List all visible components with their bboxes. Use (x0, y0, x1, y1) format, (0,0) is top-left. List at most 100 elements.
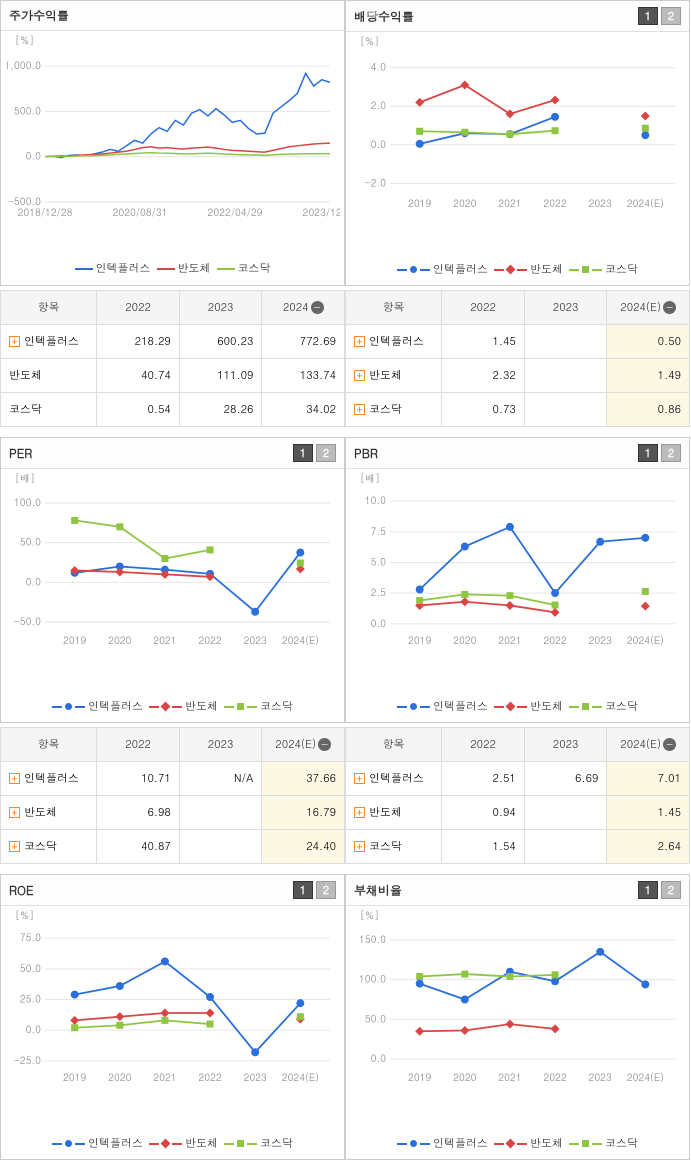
expand-icon[interactable]: + (354, 370, 365, 381)
tab-buttons: 12 (293, 881, 336, 899)
table-cell: 600.23 (179, 325, 262, 359)
legend-item: 반도체 (149, 1136, 218, 1151)
legend-item: 반도체 (494, 262, 563, 277)
table-cell: 1.54 (442, 830, 525, 864)
tab-button-2[interactable]: 2 (661, 444, 681, 462)
data-table-pbr: 항목202220232024(E)−+인텍플러스2.516.697.01+반도체… (345, 727, 690, 864)
expand-icon[interactable]: + (9, 773, 20, 784)
expand-icon[interactable]: + (9, 336, 20, 347)
svg-text:100.0: 100.0 (14, 495, 41, 509)
table-header-item: 항목 (346, 291, 442, 325)
svg-text:2023/12/28: 2023/12/28 (303, 205, 340, 219)
svg-text:2.0: 2.0 (371, 98, 387, 112)
table-cell: 16.79 (262, 796, 345, 830)
panel-header: ROE 12 (1, 875, 344, 906)
legend-label: 인텍플러스 (433, 262, 488, 277)
chart-panel-pbr: PBR12[배]0.02.55.07.510.02019202020212022… (345, 437, 690, 723)
table-cell: 111.09 (179, 359, 262, 393)
expand-icon[interactable]: + (354, 336, 365, 347)
svg-text:2021: 2021 (498, 196, 521, 210)
table-row: +인텍플러스1.450.50 (346, 325, 690, 359)
table-cell: 772.69 (262, 325, 345, 359)
legend-label: 코스닥 (605, 1136, 638, 1151)
table-header-col: 2022 (97, 291, 180, 325)
tab-button-1[interactable]: 1 (293, 444, 313, 462)
svg-text:0.0: 0.0 (371, 137, 387, 151)
collapse-icon[interactable]: − (318, 738, 331, 751)
panel-header: 배당수익률12 (346, 1, 689, 32)
svg-text:2019: 2019 (408, 1070, 431, 1084)
collapse-icon[interactable]: − (311, 301, 324, 314)
table-cell (524, 796, 607, 830)
panel-header: PER12 (1, 438, 344, 469)
table-cell (179, 796, 262, 830)
table-cell: 28.26 (179, 393, 262, 427)
row-label: +반도체 (1, 796, 97, 830)
svg-text:10.0: 10.0 (365, 493, 386, 507)
legend-item: 반도체 (494, 699, 563, 714)
tab-button-2[interactable]: 2 (316, 881, 336, 899)
svg-text:1,000.0: 1,000.0 (7, 58, 41, 72)
tab-button-2[interactable]: 2 (661, 7, 681, 25)
table-cell: 0.94 (442, 796, 525, 830)
legend-label: 인텍플러스 (88, 1136, 143, 1151)
collapse-icon[interactable]: − (663, 738, 676, 751)
expand-icon[interactable]: + (9, 807, 20, 818)
table-row: +코스닥1.542.64 (346, 830, 690, 864)
panel-header: 주가수익률 (1, 1, 344, 31)
svg-text:2023: 2023 (244, 1070, 267, 1084)
svg-text:2022: 2022 (543, 196, 566, 210)
panel-title: ROE (9, 882, 34, 899)
row-label: +인텍플러스 (1, 325, 97, 359)
table-cell: 133.74 (262, 359, 345, 393)
legend-item: 인텍플러스 (397, 1136, 488, 1151)
legend-label: 인텍플러스 (96, 261, 151, 276)
table-cell: 6.98 (97, 796, 180, 830)
table-cell: 40.74 (97, 359, 180, 393)
tab-button-2[interactable]: 2 (316, 444, 336, 462)
legend-label: 코스닥 (260, 699, 293, 714)
svg-text:2018/12/28: 2018/12/28 (18, 205, 73, 219)
tab-button-2[interactable]: 2 (661, 881, 681, 899)
table-header-col: 2024(E)− (607, 291, 690, 325)
expand-icon[interactable]: + (354, 807, 365, 818)
expand-icon[interactable]: + (354, 841, 365, 852)
tab-buttons: 12 (638, 7, 681, 25)
table-cell (179, 830, 262, 864)
expand-icon[interactable]: + (354, 773, 365, 784)
table-cell: 6.69 (524, 762, 607, 796)
legend-item: 인텍플러스 (75, 261, 151, 276)
svg-text:2020: 2020 (453, 196, 476, 210)
expand-icon[interactable]: + (354, 404, 365, 415)
table-cell: 10.71 (97, 762, 180, 796)
table-row: +코스닥40.8724.40 (1, 830, 345, 864)
legend-item: 인텍플러스 (397, 262, 488, 277)
row-label: +코스닥 (346, 393, 442, 427)
tab-button-1[interactable]: 1 (293, 881, 313, 899)
table-header-col: 2023 (524, 728, 607, 762)
legend-item: 코스닥 (569, 1136, 638, 1151)
tab-button-1[interactable]: 1 (638, 881, 658, 899)
table-cell (524, 393, 607, 427)
svg-text:100.0: 100.0 (359, 972, 386, 986)
chart-area: 0.02.55.07.510.0201920202021202220232024… (346, 485, 689, 695)
table-row: +반도체2.321.49 (346, 359, 690, 393)
svg-text:2022: 2022 (198, 1070, 221, 1084)
table-cell: 40.87 (97, 830, 180, 864)
svg-text:2023: 2023 (589, 196, 612, 210)
tab-button-1[interactable]: 1 (638, 7, 658, 25)
unit-label: [%] (1, 906, 344, 922)
svg-text:2023: 2023 (589, 633, 612, 647)
table-row: +인텍플러스218.29600.23772.69 (1, 325, 345, 359)
tab-button-1[interactable]: 1 (638, 444, 658, 462)
expand-icon[interactable]: + (9, 841, 20, 852)
svg-text:2023: 2023 (589, 1070, 612, 1084)
svg-text:2019: 2019 (408, 633, 431, 647)
unit-label: [배] (1, 469, 344, 485)
table-header-col: 2024(E)− (262, 728, 345, 762)
collapse-icon[interactable]: − (663, 301, 676, 314)
legend-item: 코스닥 (217, 261, 271, 276)
table-cell: 0.54 (97, 393, 180, 427)
chart-area: -50.00.050.0100.020192020202120222023202… (1, 485, 344, 695)
table-header-col: 2024− (262, 291, 345, 325)
